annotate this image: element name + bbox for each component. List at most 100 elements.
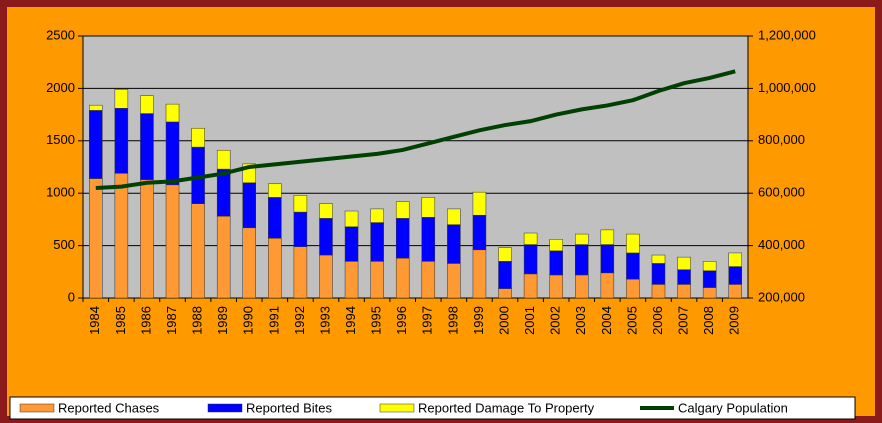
bar [447,263,461,299]
legend-label: Reported Chases [58,400,160,415]
bar [268,197,282,239]
legend: Reported Chases Reported Bites Reported Da… [9,396,856,420]
bar [523,273,538,299]
bar [549,274,563,299]
x-tick-label: 2005 [624,306,639,335]
x-tick-label: 1987 [164,306,179,335]
bar [395,257,410,299]
bar [344,261,359,299]
bar [370,208,384,223]
bar [268,238,282,299]
bar [293,211,308,247]
bar [498,288,512,299]
bar [600,272,615,299]
bar [575,274,589,299]
bar [370,261,384,299]
y-tick-label: 2000 [46,80,75,95]
y-tick-label: 0 [68,289,75,304]
bar [140,179,154,299]
bar [191,203,205,299]
x-tick-label: 1995 [369,306,384,335]
x-tick-label: 1996 [394,306,409,335]
legend-swatch [207,403,243,413]
y-tick-label: 2500 [46,27,75,42]
bar [370,222,384,262]
bar [651,263,666,285]
y2-tick-label: 600,000 [758,185,805,200]
bar [216,216,231,299]
y2-tick-label: 1,000,000 [758,80,816,95]
legend-box [9,396,856,420]
bar [344,226,359,262]
bar [114,173,129,299]
x-tick-label: 2009 [727,306,742,335]
bar [702,261,717,272]
x-tick-label: 2003 [573,306,588,335]
bar [498,247,512,262]
legend-label: Calgary Population [678,400,788,415]
legend-swatch [379,403,415,413]
y2-tick-label: 800,000 [758,132,805,147]
bar [293,195,308,213]
plot-area [83,36,748,298]
bar [344,210,359,227]
bar [140,113,154,180]
bar [319,203,333,219]
x-tick-label: 1986 [138,306,153,335]
bar [165,184,180,299]
x-tick-label: 1991 [266,306,281,335]
bar [677,269,691,285]
bar [191,127,205,148]
bar [242,227,256,299]
x-tick-label: 1990 [241,306,256,335]
bar [89,178,103,299]
x-tick-label: 1997 [420,306,435,335]
bar [421,261,436,299]
bar [549,239,563,252]
bar [319,254,333,299]
bar [600,244,615,274]
x-tick-label: 2006 [650,306,665,335]
bar [472,191,487,216]
bar [114,89,129,109]
x-tick-label: 1993 [317,306,332,335]
x-tick-label: 2002 [548,306,563,335]
x-tick-label: 1994 [343,306,358,335]
x-tick-label: 2007 [675,306,690,335]
legend-swatch [19,403,55,413]
bar [626,252,640,280]
bar [575,244,589,276]
bar [395,201,410,219]
x-tick-label: 1984 [87,306,102,335]
bar [728,266,742,285]
y-tick-label: 1000 [46,185,75,200]
x-tick-label: 1998 [445,306,460,335]
x-tick-label: 1985 [113,306,128,335]
y2-tick-label: 200,000 [758,289,805,304]
bar [242,182,256,229]
line [95,69,736,190]
x-tick-label: 2008 [701,306,716,335]
bar [498,261,512,289]
bar [89,110,103,179]
x-tick-label: 2004 [599,306,614,335]
y-tick-label: 1500 [46,132,75,147]
x-tick-label: 1999 [471,306,486,335]
bar [447,208,461,225]
bar [626,233,640,254]
x-tick-label: 2001 [522,306,537,335]
legend-label: Reported Bites [246,400,332,415]
bar [549,250,563,276]
bar [395,218,410,259]
bar [651,254,666,264]
bar [728,252,742,267]
bar [575,233,589,245]
bar [165,121,180,186]
x-tick-label: 1992 [292,306,307,335]
bar [702,287,717,299]
bar [728,284,742,299]
bar [114,108,129,174]
bar [472,249,487,299]
bar [293,246,308,299]
